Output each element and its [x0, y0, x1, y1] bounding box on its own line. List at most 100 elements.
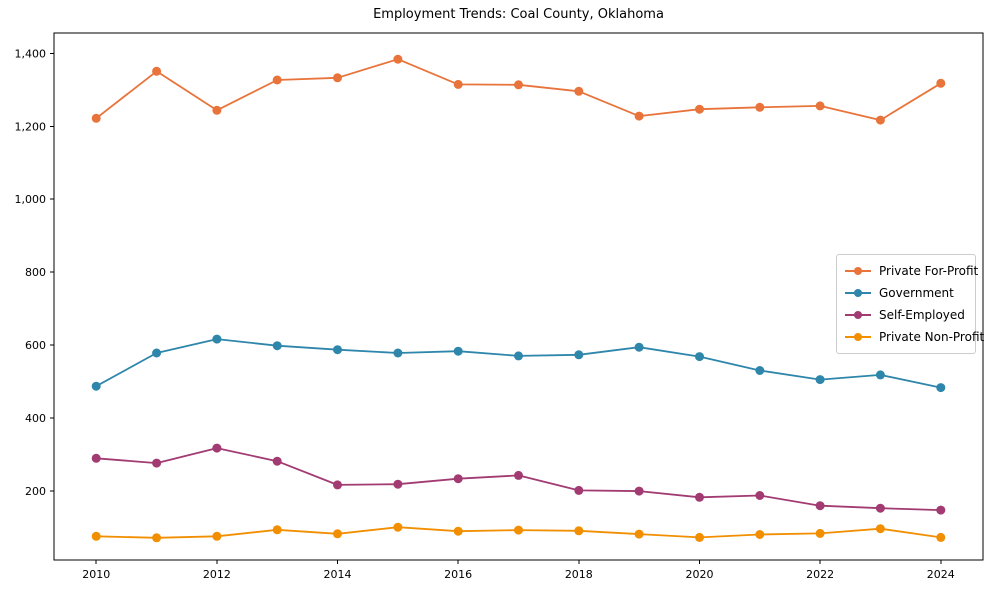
- data-point: [815, 101, 825, 111]
- data-point: [152, 66, 162, 76]
- data-point: [574, 350, 584, 360]
- x-tick-label: 2016: [444, 568, 472, 581]
- data-point: [875, 115, 885, 125]
- data-point: [453, 526, 463, 536]
- x-axis: 2010 2012 2014 2016 2018 2020 2022 2024: [82, 560, 955, 581]
- series-private-non-profit: [91, 522, 946, 543]
- plot-border: [53, 32, 984, 561]
- data-point: [514, 525, 523, 535]
- series-line: [95, 338, 941, 389]
- data-point: [272, 525, 282, 535]
- data-point: [393, 522, 403, 532]
- data-point: [393, 479, 403, 489]
- line-marker-icon: [845, 266, 871, 276]
- data-point: [875, 370, 885, 380]
- data-point: [91, 453, 101, 463]
- data-point: [514, 80, 523, 90]
- x-tick-label: 2012: [203, 568, 231, 581]
- x-tick-label: 2018: [565, 568, 593, 581]
- data-point: [755, 102, 765, 112]
- data-point: [875, 524, 885, 534]
- data-point: [152, 533, 162, 543]
- x-tick-label: 2014: [324, 568, 352, 581]
- y-axis: 200 400 600 800 1,000 1,200 1,400: [15, 47, 54, 498]
- data-point: [755, 491, 765, 500]
- data-point: [91, 531, 101, 541]
- x-tick-label: 2010: [82, 568, 110, 581]
- data-point: [333, 480, 342, 490]
- data-point: [152, 348, 162, 358]
- y-tick-label: 1,400: [15, 47, 47, 60]
- legend-entry-government: Government: [845, 282, 967, 304]
- data-point: [695, 352, 704, 362]
- series-government: [91, 334, 946, 393]
- data-point: [272, 75, 282, 85]
- data-point: [574, 86, 584, 96]
- y-tick-label: 800: [25, 266, 46, 279]
- y-tick-label: 400: [25, 412, 46, 425]
- data-point: [936, 505, 946, 515]
- data-point: [755, 530, 765, 539]
- x-tick-label: 2022: [806, 568, 834, 581]
- legend-label: Government: [879, 286, 954, 300]
- data-point: [393, 54, 403, 64]
- data-point: [272, 456, 282, 466]
- line-marker-icon: [845, 332, 871, 342]
- data-point: [333, 345, 342, 355]
- data-point: [695, 492, 704, 502]
- legend: Private For-Profit Government Self-Emplo…: [836, 254, 984, 354]
- data-point: [574, 526, 584, 536]
- data-point: [272, 341, 282, 351]
- data-point: [815, 375, 825, 385]
- data-point: [695, 532, 704, 542]
- series-line: [95, 58, 942, 121]
- legend-entry-private-for-profit: Private For-Profit: [845, 260, 978, 282]
- data-point: [453, 474, 463, 484]
- line-marker-icon: [845, 288, 871, 298]
- legend-entry-self-employed: Self-Employed: [845, 304, 967, 326]
- data-point: [212, 443, 222, 453]
- data-point: [514, 351, 523, 361]
- legend-entry-private-non-profit: Private Non-Profit: [845, 326, 984, 348]
- data-point: [634, 486, 644, 496]
- data-point: [634, 342, 644, 352]
- data-point: [91, 113, 101, 123]
- data-point: [333, 73, 342, 83]
- data-point: [453, 346, 463, 356]
- data-point: [695, 104, 704, 114]
- x-tick-label: 2024: [927, 568, 955, 581]
- data-point: [936, 532, 946, 542]
- data-point: [815, 501, 825, 511]
- data-point: [152, 458, 162, 468]
- data-point: [936, 78, 946, 88]
- data-point: [634, 529, 644, 539]
- data-point: [393, 348, 403, 358]
- y-tick-label: 1,200: [15, 120, 47, 133]
- x-tick-label: 2020: [685, 568, 713, 581]
- data-point: [936, 383, 946, 393]
- data-point: [212, 531, 222, 541]
- chart-title: Employment Trends: Coal County, Oklahoma: [373, 7, 664, 22]
- legend-label: Private For-Profit: [879, 264, 979, 278]
- data-point: [453, 79, 463, 89]
- legend-label: Self-Employed: [879, 308, 965, 322]
- legend-label: Private Non-Profit: [879, 330, 985, 344]
- data-point: [755, 366, 765, 375]
- y-tick-label: 1,000: [15, 193, 47, 206]
- series-self-employed: [91, 443, 946, 515]
- data-point: [875, 503, 885, 513]
- data-point: [574, 485, 584, 495]
- data-point: [634, 111, 644, 121]
- data-point: [333, 529, 342, 539]
- data-point: [212, 105, 222, 115]
- data-point: [212, 334, 222, 344]
- data-point: [815, 528, 825, 538]
- line-marker-icon: [845, 310, 871, 320]
- data-point: [91, 381, 101, 391]
- y-tick-label: 200: [25, 485, 46, 498]
- y-tick-label: 600: [25, 339, 46, 352]
- series-private-for-profit: [91, 54, 946, 125]
- data-point: [514, 470, 523, 480]
